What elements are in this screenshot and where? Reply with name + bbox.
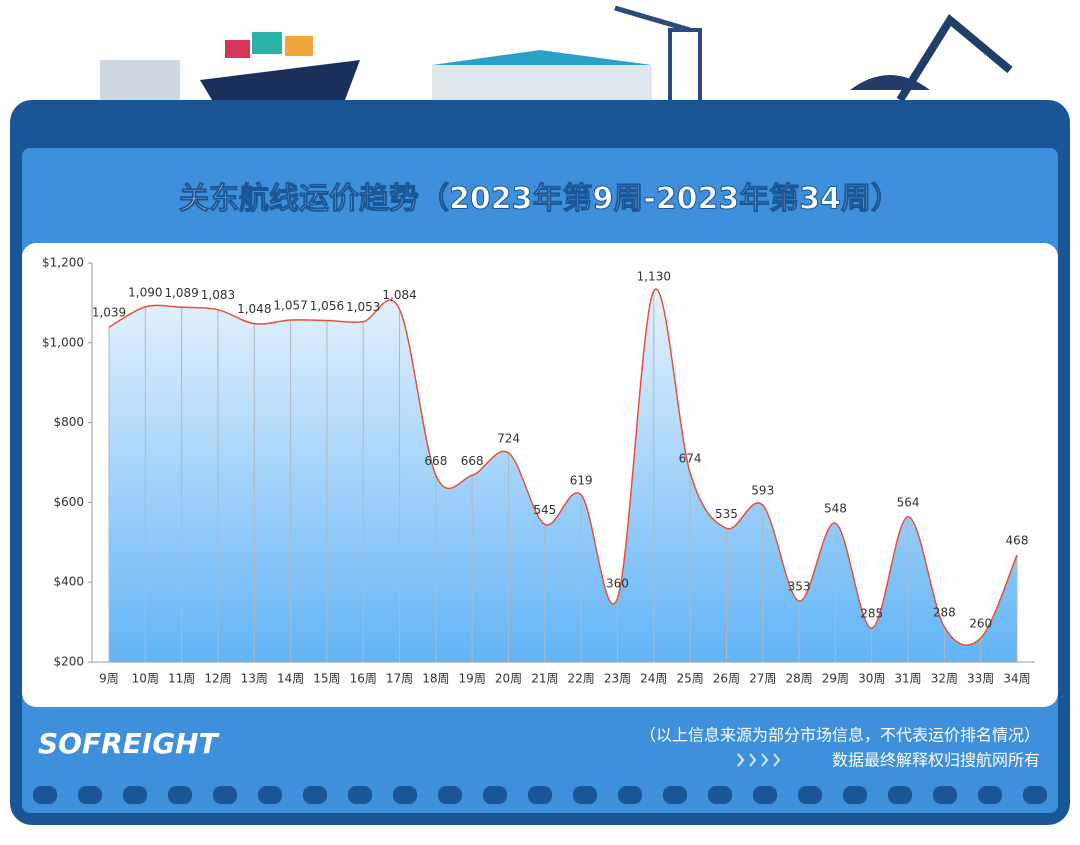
data-label: 668	[461, 454, 484, 468]
scallop	[798, 786, 822, 804]
data-label: 1,083	[201, 288, 235, 302]
scallop	[753, 786, 777, 804]
arrow-icon	[737, 753, 781, 767]
x-tick-label: 33周	[967, 672, 994, 686]
x-tick-label: 28周	[785, 672, 812, 686]
x-tick-label: 26周	[713, 672, 740, 686]
x-tick-label: 18周	[422, 672, 449, 686]
x-tick-label: 30周	[858, 672, 885, 686]
scallop	[303, 786, 327, 804]
x-tick-label: 20周	[495, 672, 522, 686]
x-tick-label: 10周	[132, 672, 159, 686]
scallop	[888, 786, 912, 804]
x-tick-label: 11周	[168, 672, 195, 686]
data-label: 360	[606, 577, 629, 591]
source-note: （以上信息来源为部分市场信息，不代表运价排名情况）	[640, 726, 1040, 745]
data-label: 674	[679, 451, 702, 465]
y-tick-label: $800	[53, 415, 84, 429]
data-label: 1,057	[273, 299, 307, 313]
scallops	[33, 786, 1047, 804]
y-tick-label: $200	[53, 655, 84, 669]
x-tick-label: 23周	[604, 672, 631, 686]
x-tick-label: 12周	[204, 672, 231, 686]
data-label: 288	[933, 605, 956, 619]
x-tick-label: 34周	[1003, 672, 1030, 686]
x-tick-label: 25周	[676, 672, 703, 686]
x-tick-label: 17周	[386, 672, 413, 686]
line	[108, 288, 1018, 646]
scallop	[33, 786, 57, 804]
data-label: 535	[715, 507, 738, 521]
scallop	[978, 786, 1002, 804]
data-label: 1,039	[92, 306, 126, 320]
scallop	[483, 786, 507, 804]
data-label: 724	[497, 431, 520, 445]
x-tick-label: 14周	[277, 672, 304, 686]
y-tick-label: $1,000	[42, 335, 84, 349]
data-label: 1,084	[382, 288, 416, 302]
y-tick-label: $600	[53, 495, 84, 509]
scallop	[663, 786, 687, 804]
y-tick-label: $400	[53, 575, 84, 589]
scallop	[348, 786, 372, 804]
scallop	[708, 786, 732, 804]
x-tick-label: 13周	[241, 672, 268, 686]
scallop	[528, 786, 552, 804]
scallop	[213, 786, 237, 804]
scallop	[438, 786, 462, 804]
scallop	[933, 786, 957, 804]
data-label: 1,053	[346, 300, 380, 314]
scallop	[258, 786, 282, 804]
data-label: 668	[424, 454, 447, 468]
x-tick-label: 15周	[313, 672, 340, 686]
x-tick-label: 19周	[459, 672, 486, 686]
x-tick-label: 31周	[894, 672, 921, 686]
x-tick-label: 9周	[99, 672, 119, 686]
data-label: 593	[751, 484, 774, 498]
header-decoration	[100, 5, 1013, 107]
data-label: 353	[788, 579, 811, 593]
data-label: 545	[533, 503, 556, 517]
data-label: 564	[897, 495, 920, 509]
x-tick-label: 24周	[640, 672, 667, 686]
data-label: 285	[860, 607, 883, 621]
scallop	[573, 786, 597, 804]
scallop	[618, 786, 642, 804]
scallop	[393, 786, 417, 804]
data-label: 1,089	[164, 286, 198, 300]
scallop	[78, 786, 102, 804]
brand-logo: SOFREIGHT	[38, 727, 220, 760]
x-tick-label: 21周	[531, 672, 558, 686]
chart-title: 关东航线运价趋势（2023年第9周-2023年第34周）	[179, 182, 901, 217]
y-tick-label: $1,200	[42, 256, 84, 270]
rights-note: 数据最终解释权归搜航网所有	[832, 751, 1040, 770]
data-label: 1,090	[128, 285, 162, 299]
data-label: 1,130	[637, 269, 671, 283]
scallop	[123, 786, 147, 804]
data-label: 1,048	[237, 302, 271, 316]
scallop	[168, 786, 192, 804]
x-tick-label: 22周	[568, 672, 595, 686]
x-tick-label: 29周	[822, 672, 849, 686]
area	[109, 289, 1017, 662]
x-tick-label: 27周	[749, 672, 776, 686]
data-label: 468	[1006, 534, 1029, 548]
scallop	[1023, 786, 1047, 804]
scallop	[843, 786, 867, 804]
data-label: 260	[969, 617, 992, 631]
data-label: 1,056	[310, 299, 344, 313]
data-label: 548	[824, 502, 847, 516]
data-label: 619	[570, 473, 593, 487]
x-tick-label: 16周	[350, 672, 377, 686]
x-tick-label: 32周	[931, 672, 958, 686]
